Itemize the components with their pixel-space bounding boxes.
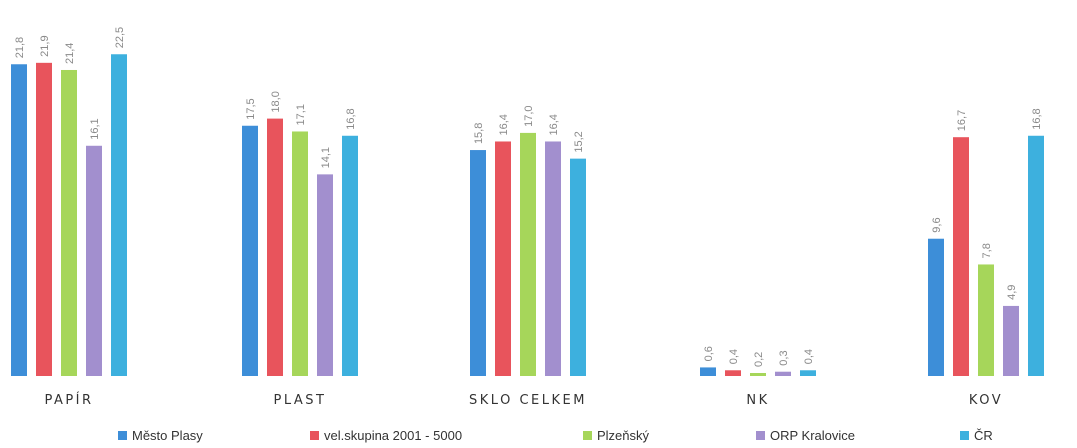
value-label-papir-orp-kralovice: 16,1 xyxy=(89,118,101,139)
bar-plast-plzensky xyxy=(292,131,308,376)
bar-papir-cr xyxy=(111,54,127,376)
value-label-plast-vel-skupina-2001-5000: 18,0 xyxy=(270,91,282,112)
bar-nk-orp-kralovice xyxy=(775,371,791,376)
value-label-sklo-celkem-mesto-plasy: 15,8 xyxy=(473,123,485,144)
bar-nk-mesto-plasy xyxy=(700,367,716,376)
category-label-papir: PAPÍR xyxy=(44,392,93,408)
value-label-nk-vel-skupina-2001-5000: 0,4 xyxy=(728,349,740,364)
legend-swatch-orp-kralovice xyxy=(756,431,765,440)
bar-kov-plzensky xyxy=(978,264,994,376)
bar-nk-vel-skupina-2001-5000 xyxy=(725,370,741,376)
category-label-nk: NK xyxy=(746,393,769,408)
value-label-papir-plzensky: 21,4 xyxy=(64,43,76,64)
bar-plast-mesto-plasy xyxy=(242,125,258,376)
bar-papir-plzensky xyxy=(61,69,77,376)
value-label-sklo-celkem-plzensky: 17,0 xyxy=(523,105,535,126)
value-label-sklo-celkem-vel-skupina-2001-5000: 16,4 xyxy=(498,114,510,135)
bar-plast-orp-kralovice xyxy=(317,174,333,376)
legend-item-orp-kralovice: ORP Kralovice xyxy=(756,428,855,443)
legend-swatch-mesto-plasy xyxy=(118,431,127,440)
value-label-papir-cr: 22,5 xyxy=(114,27,126,48)
legend-label: Plzeňský xyxy=(597,428,650,443)
legend-label: Město Plasy xyxy=(132,428,203,443)
value-label-nk-mesto-plasy: 0,6 xyxy=(703,346,715,361)
value-labels-layer: 21,8 21,9 21,4 16,1 22,5 17,5 18,0 17,1 14,1 16,8… xyxy=(14,27,1043,367)
bar-kov-vel-skupina-2001-5000 xyxy=(953,137,969,376)
bar-sklo-celkem-mesto-plasy xyxy=(470,150,486,376)
legend-item-cr: ČR xyxy=(960,428,993,443)
bars-layer xyxy=(11,54,1044,377)
value-label-kov-plzensky: 7,8 xyxy=(981,243,993,258)
bar-sklo-celkem-orp-kralovice xyxy=(545,141,561,376)
value-label-sklo-celkem-orp-kralovice: 16,4 xyxy=(548,114,560,135)
value-label-nk-orp-kralovice: 0,3 xyxy=(778,350,790,365)
legend-item-mesto-plasy: Město Plasy xyxy=(118,428,203,443)
bar-plast-cr xyxy=(342,135,358,376)
bar-nk-plzensky xyxy=(750,373,766,376)
bar-sklo-celkem-cr xyxy=(570,158,586,376)
bar-kov-mesto-plasy xyxy=(928,238,944,376)
bar-nk-cr xyxy=(800,370,816,376)
category-label-sklo-celkem: SKLO CELKEM xyxy=(469,393,587,408)
value-label-kov-vel-skupina-2001-5000: 16,7 xyxy=(956,110,968,131)
bar-kov-cr xyxy=(1028,135,1044,376)
category-label-plast: PLAST xyxy=(274,393,327,408)
value-label-kov-cr: 16,8 xyxy=(1031,108,1043,129)
bar-plast-vel-skupina-2001-5000 xyxy=(267,118,283,376)
bar-kov-orp-kralovice xyxy=(1003,305,1019,376)
bar-sklo-celkem-vel-skupina-2001-5000 xyxy=(495,141,511,376)
bar-papir-vel-skupina-2001-5000 xyxy=(36,62,52,377)
legend-swatch-cr xyxy=(960,431,969,440)
legend-swatch-vel-skupina xyxy=(310,431,319,440)
value-label-nk-plzensky: 0,2 xyxy=(753,352,765,367)
value-label-kov-mesto-plasy: 9,6 xyxy=(931,217,943,232)
value-label-plast-orp-kralovice: 14,1 xyxy=(320,147,332,168)
legend-label: vel.skupina 2001 - 5000 xyxy=(324,428,463,443)
legend-label: ORP Kralovice xyxy=(770,428,856,443)
category-label-kov: KOV xyxy=(969,393,1003,408)
value-label-papir-mesto-plasy: 21,8 xyxy=(14,37,26,58)
legend-item-vel-skupina: vel.skupina 2001 - 5000 xyxy=(310,428,462,443)
bar-papir-orp-kralovice xyxy=(86,145,102,376)
category-labels-layer: PAPÍR PLAST SKLO CELKEM NK KOV xyxy=(44,392,1003,408)
value-label-kov-orp-kralovice: 4,9 xyxy=(1006,285,1018,300)
legend-label: ČR xyxy=(974,428,993,443)
legend: Město Plasy vel.skupina 2001 - 5000 Plze… xyxy=(0,424,1077,446)
bar-chart: 21,8 21,9 21,4 16,1 22,5 17,5 18,0 17,1 14,1 16,8… xyxy=(11,27,1044,408)
value-label-papir-vel-skupina-2001-5000: 21,9 xyxy=(39,35,51,56)
legend-item-plzensky: Plzeňský xyxy=(583,428,649,443)
value-label-plast-mesto-plasy: 17,5 xyxy=(245,98,257,119)
legend-swatch-plzensky xyxy=(583,431,592,440)
value-label-nk-cr: 0,4 xyxy=(803,349,815,364)
bar-sklo-celkem-plzensky xyxy=(520,132,536,376)
bar-papir-mesto-plasy xyxy=(11,64,27,376)
value-label-plast-plzensky: 17,1 xyxy=(295,104,307,125)
value-label-plast-cr: 16,8 xyxy=(345,108,357,129)
value-label-sklo-celkem-cr: 15,2 xyxy=(573,131,585,152)
